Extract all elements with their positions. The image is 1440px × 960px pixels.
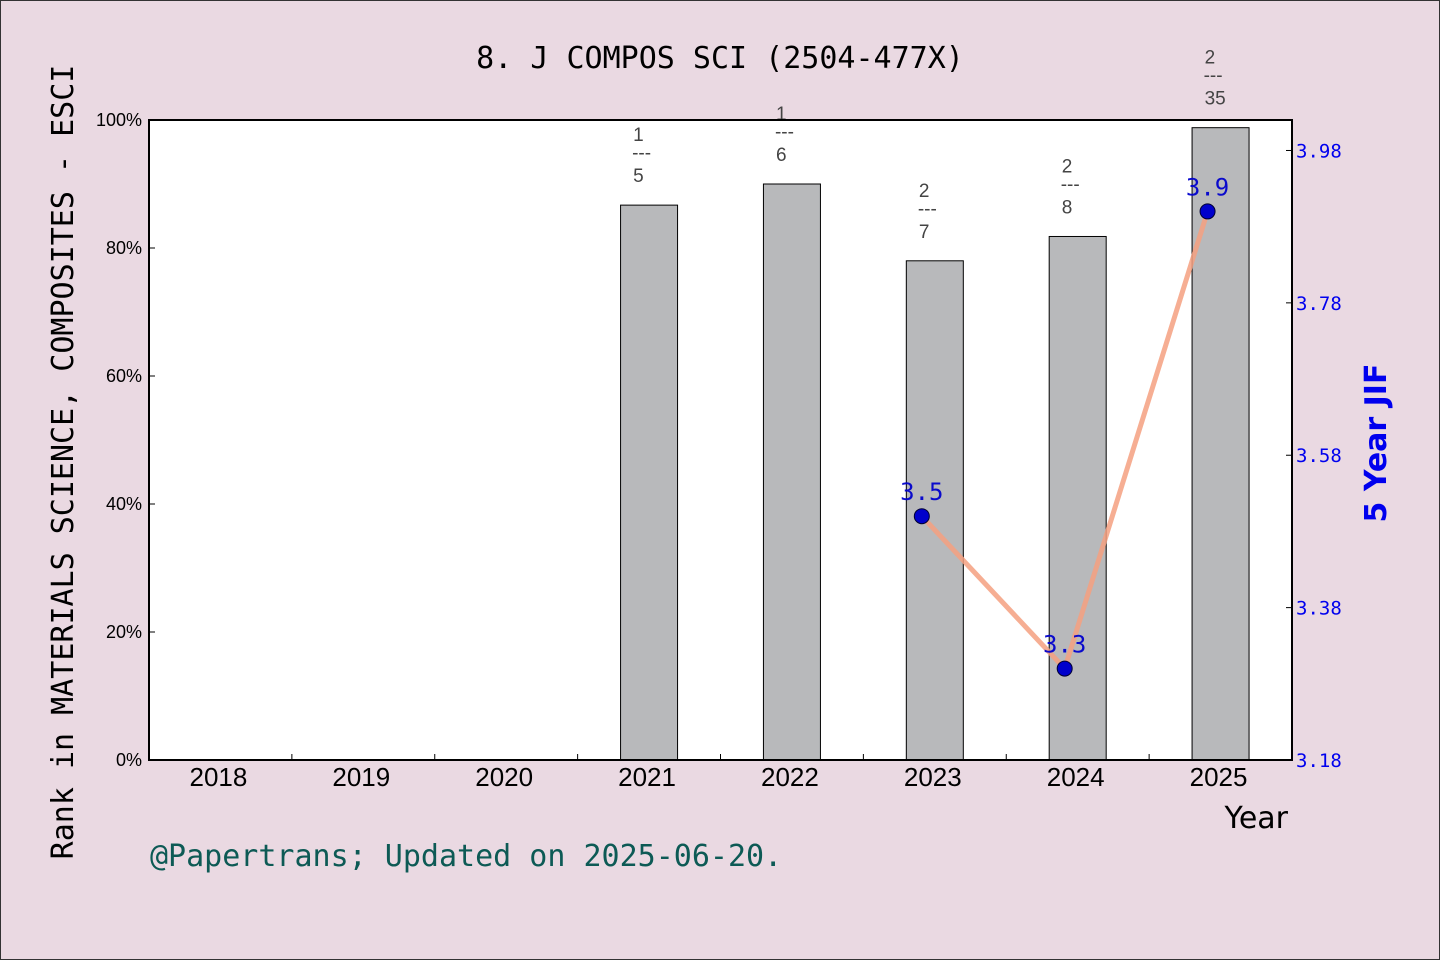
left-tick-label-4: 80% xyxy=(106,238,142,258)
rank-denominator-2025: 35 xyxy=(1205,89,1226,110)
left-axis-label: Rank in MATERIALS SCIENCE, COMPOSITES - … xyxy=(46,65,81,860)
right-tick-label-2: 3.58 xyxy=(1296,445,1342,467)
rank-denominator-2022: 6 xyxy=(776,145,787,166)
x-tick-label-2025: 2025 xyxy=(1190,762,1248,792)
bar-2025 xyxy=(1191,127,1250,761)
rank-numerator-2023: 2 xyxy=(919,181,930,202)
chart-title: 8. J COMPOS SCI (2504-477X) xyxy=(476,41,964,76)
bar-2022 xyxy=(762,183,821,761)
rank-numerator-2021: 1 xyxy=(633,125,644,146)
x-tick-label-2018: 2018 xyxy=(190,762,248,792)
rank-divider-2021: --- xyxy=(632,143,651,164)
jif-point-2024 xyxy=(1056,660,1073,677)
jif-point-2025 xyxy=(1199,203,1216,220)
right-axis-label: 5 Year JIF xyxy=(1359,364,1394,523)
jif-line-segment-2024-2025 xyxy=(1062,208,1211,672)
jif-point-2023 xyxy=(913,508,930,525)
jif-line-segment-2023-2024 xyxy=(919,513,1068,672)
right-tick-label-3: 3.78 xyxy=(1296,293,1342,315)
rank-divider-2023: --- xyxy=(918,199,937,220)
left-tick-label-3: 60% xyxy=(106,366,142,386)
footer-note: @Papertrans; Updated on 2025-06-20. xyxy=(150,839,782,874)
bar-2024 xyxy=(1048,235,1107,761)
rank-numerator-2025: 2 xyxy=(1205,48,1216,69)
left-tick-label-0: 0% xyxy=(116,750,142,770)
plot-area xyxy=(149,120,1292,760)
right-tick-label-1: 3.38 xyxy=(1296,598,1342,620)
x-axis-label: Year xyxy=(1223,801,1288,836)
jif-label-2024: 3.3 xyxy=(1043,631,1086,659)
right-tick-label-4: 3.98 xyxy=(1296,140,1342,162)
rank-denominator-2024: 8 xyxy=(1062,197,1073,218)
rank-divider-2022: --- xyxy=(775,122,794,143)
x-tick-label-2020: 2020 xyxy=(475,762,533,792)
rank-numerator-2024: 2 xyxy=(1062,156,1073,177)
x-tick-label-2021: 2021 xyxy=(618,762,676,792)
left-tick-label-2: 40% xyxy=(106,494,142,514)
rank-denominator-2021: 5 xyxy=(633,166,644,187)
x-tick-label-2023: 2023 xyxy=(904,762,962,792)
rank-denominator-2023: 7 xyxy=(919,222,930,243)
plot-border xyxy=(148,119,1293,761)
right-tick-label-0: 3.18 xyxy=(1296,750,1342,772)
x-tick-label-2022: 2022 xyxy=(761,762,819,792)
rank-divider-2024: --- xyxy=(1061,174,1080,195)
jif-label-2023: 3.5 xyxy=(900,478,943,506)
jif-label-2025: 3.9 xyxy=(1186,173,1229,201)
bar-2023 xyxy=(905,260,964,761)
rank-divider-2025: --- xyxy=(1204,66,1223,87)
bar-2021 xyxy=(620,204,679,761)
left-tick-label-5: 100% xyxy=(96,110,142,130)
x-tick-label-2024: 2024 xyxy=(1047,762,1105,792)
x-tick-label-2019: 2019 xyxy=(332,762,390,792)
left-tick-label-1: 20% xyxy=(106,622,142,642)
rank-numerator-2022: 1 xyxy=(776,104,787,125)
